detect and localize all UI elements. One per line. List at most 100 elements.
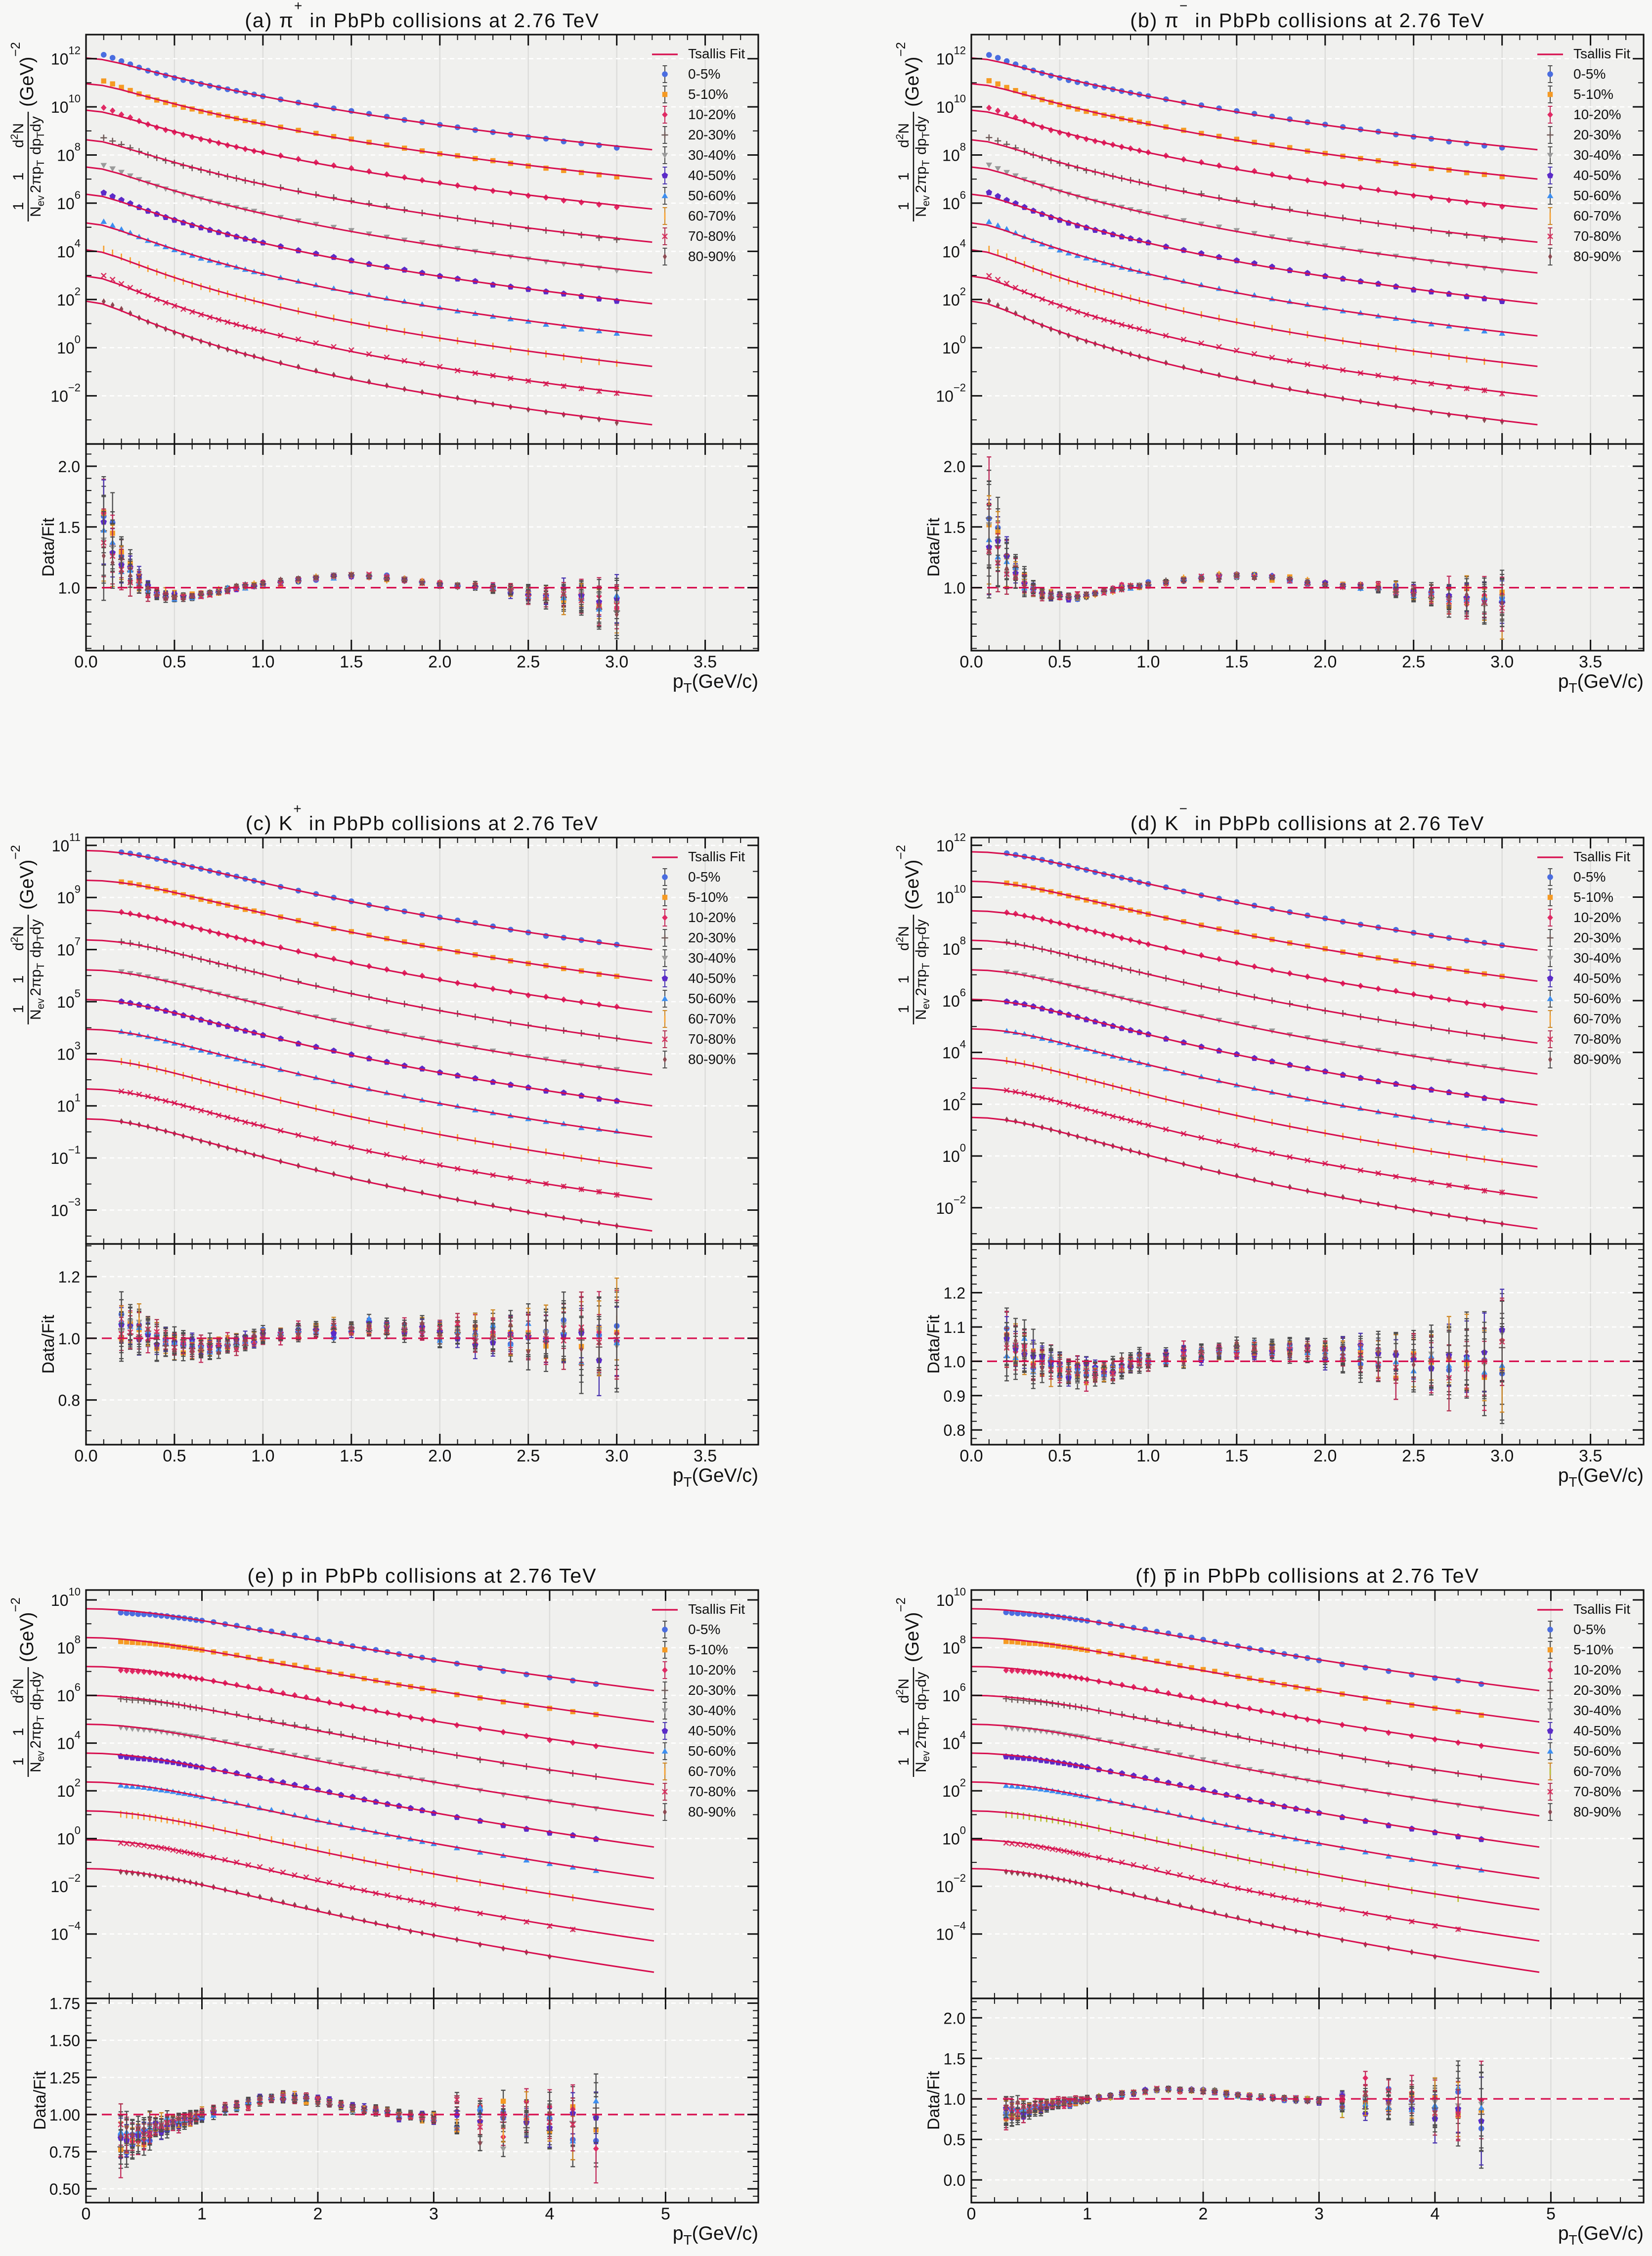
svg-text:0-5%: 0-5% — [1573, 869, 1606, 885]
svg-text:1.1: 1.1 — [944, 1319, 965, 1336]
svg-text:Tsallis Fit: Tsallis Fit — [688, 849, 745, 864]
svg-text:2.5: 2.5 — [1402, 653, 1425, 671]
svg-text:1: 1 — [896, 1728, 912, 1736]
svg-text:1.5: 1.5 — [944, 519, 965, 536]
svg-text:Data/Fit: Data/Fit — [39, 1315, 58, 1374]
svg-text:1.0: 1.0 — [58, 1330, 80, 1348]
svg-text:50-60%: 50-60% — [688, 188, 736, 203]
svg-text:20-30%: 20-30% — [688, 1682, 736, 1698]
svg-text:5-10%: 5-10% — [1573, 87, 1613, 102]
svg-text:70-80%: 70-80% — [1573, 1031, 1621, 1047]
svg-text:60-70%: 60-70% — [688, 1011, 736, 1026]
svg-text:1.0: 1.0 — [1136, 1447, 1160, 1465]
svg-text:Data/Fit: Data/Fit — [39, 518, 58, 577]
svg-text:Tsallis Fit: Tsallis Fit — [1573, 849, 1630, 864]
svg-text:2.0: 2.0 — [428, 653, 451, 671]
svg-text:dpTdy: dpTdy — [913, 116, 932, 155]
svg-text:5-10%: 5-10% — [1573, 1642, 1613, 1657]
svg-text:10-20%: 10-20% — [688, 910, 736, 925]
svg-text:0.0: 0.0 — [959, 653, 983, 671]
svg-text:50-60%: 50-60% — [688, 991, 736, 1006]
svg-text:1: 1 — [896, 173, 912, 181]
svg-text:5-10%: 5-10% — [1573, 889, 1613, 905]
svg-text:1: 1 — [10, 202, 27, 211]
svg-text:3.0: 3.0 — [1490, 1447, 1514, 1465]
svg-text:Data/Fit: Data/Fit — [924, 2071, 943, 2130]
svg-text:2.0: 2.0 — [428, 1447, 451, 1465]
svg-text:3.5: 3.5 — [694, 1447, 717, 1465]
svg-text:60-70%: 60-70% — [1573, 1764, 1621, 1779]
svg-text:(e) p in PbPb collisions at 2.: (e) p in PbPb collisions at 2.76 TeV — [247, 1564, 597, 1587]
svg-text:80-90%: 80-90% — [1573, 249, 1621, 264]
svg-text:0.5: 0.5 — [944, 2131, 965, 2149]
svg-text:1: 1 — [10, 1005, 27, 1014]
svg-text:d2N: d2N — [9, 123, 27, 148]
svg-text:5: 5 — [1546, 2205, 1556, 2223]
svg-text:3.5: 3.5 — [694, 653, 717, 671]
svg-text:1.0: 1.0 — [944, 579, 965, 597]
svg-text:3.0: 3.0 — [605, 653, 628, 671]
svg-text:Tsallis Fit: Tsallis Fit — [688, 1601, 745, 1617]
svg-text:1.75: 1.75 — [49, 1995, 80, 2013]
svg-text:70-80%: 70-80% — [688, 1784, 736, 1799]
svg-text:20-30%: 20-30% — [1573, 1682, 1621, 1698]
svg-text:2.0: 2.0 — [1313, 653, 1337, 671]
svg-text:30-40%: 30-40% — [688, 147, 736, 163]
svg-text:1.0: 1.0 — [944, 1353, 965, 1371]
svg-text:1.0: 1.0 — [58, 579, 80, 597]
svg-text:1: 1 — [896, 1005, 912, 1014]
svg-text:1.5: 1.5 — [1225, 653, 1248, 671]
svg-text:0.50: 0.50 — [49, 2180, 80, 2198]
svg-text:2.0: 2.0 — [944, 458, 965, 476]
svg-text:30-40%: 30-40% — [688, 1703, 736, 1718]
svg-text:0.9: 0.9 — [944, 1387, 965, 1405]
svg-text:80-90%: 80-90% — [1573, 1052, 1621, 1067]
svg-text:Data/Fit: Data/Fit — [31, 2071, 49, 2130]
svg-text:0-5%: 0-5% — [688, 66, 720, 82]
svg-text:30-40%: 30-40% — [1573, 950, 1621, 966]
svg-text:5-10%: 5-10% — [688, 87, 728, 102]
svg-text:20-30%: 20-30% — [1573, 930, 1621, 945]
svg-text:80-90%: 80-90% — [1573, 1804, 1621, 1819]
svg-text:4: 4 — [1430, 2205, 1439, 2223]
svg-text:2.0: 2.0 — [58, 458, 80, 476]
svg-text:4: 4 — [545, 2205, 554, 2223]
svg-text:Data/Fit: Data/Fit — [924, 518, 943, 577]
svg-text:50-60%: 50-60% — [1573, 188, 1621, 203]
svg-text:60-70%: 60-70% — [1573, 1011, 1621, 1026]
svg-text:0.0: 0.0 — [944, 2171, 965, 2189]
svg-text:5-10%: 5-10% — [688, 1642, 728, 1657]
svg-text:dpTdy: dpTdy — [913, 1672, 932, 1710]
svg-text:40-50%: 40-50% — [688, 1723, 736, 1738]
svg-text:10-20%: 10-20% — [1573, 1662, 1621, 1678]
svg-text:1.2: 1.2 — [944, 1284, 965, 1302]
svg-text:30-40%: 30-40% — [688, 950, 736, 966]
svg-text:1: 1 — [10, 173, 27, 181]
svg-text:Tsallis Fit: Tsallis Fit — [688, 46, 745, 61]
svg-text:1: 1 — [10, 1728, 27, 1736]
svg-text:1.5: 1.5 — [944, 2050, 965, 2068]
svg-text:0.0: 0.0 — [959, 1447, 983, 1465]
svg-text:1.2: 1.2 — [58, 1268, 80, 1286]
svg-text:10-20%: 10-20% — [688, 1662, 736, 1678]
svg-text:2.5: 2.5 — [517, 1447, 540, 1465]
svg-text:2.0: 2.0 — [944, 2009, 965, 2027]
svg-text:0.8: 0.8 — [944, 1421, 965, 1439]
svg-text:30-40%: 30-40% — [1573, 1703, 1621, 1718]
svg-text:70-80%: 70-80% — [1573, 228, 1621, 244]
svg-text:50-60%: 50-60% — [1573, 991, 1621, 1006]
svg-text:2: 2 — [313, 2205, 323, 2223]
svg-text:0.75: 0.75 — [49, 2143, 80, 2161]
svg-text:d2N: d2N — [9, 926, 27, 951]
svg-text:(f) p̅ in PbPb collisions at 2: (f) p̅ in PbPb collisions at 2.76 TeV — [1135, 1564, 1479, 1587]
svg-text:10-20%: 10-20% — [688, 107, 736, 122]
svg-text:60-70%: 60-70% — [688, 208, 736, 223]
svg-text:1: 1 — [896, 202, 912, 211]
svg-text:1.00: 1.00 — [49, 2106, 80, 2124]
svg-text:1.5: 1.5 — [58, 519, 80, 536]
svg-text:5-10%: 5-10% — [688, 889, 728, 905]
svg-text:1: 1 — [10, 1758, 27, 1766]
svg-text:20-30%: 20-30% — [1573, 127, 1621, 142]
svg-text:3.5: 3.5 — [1579, 1447, 1602, 1465]
svg-text:70-80%: 70-80% — [1573, 1784, 1621, 1799]
